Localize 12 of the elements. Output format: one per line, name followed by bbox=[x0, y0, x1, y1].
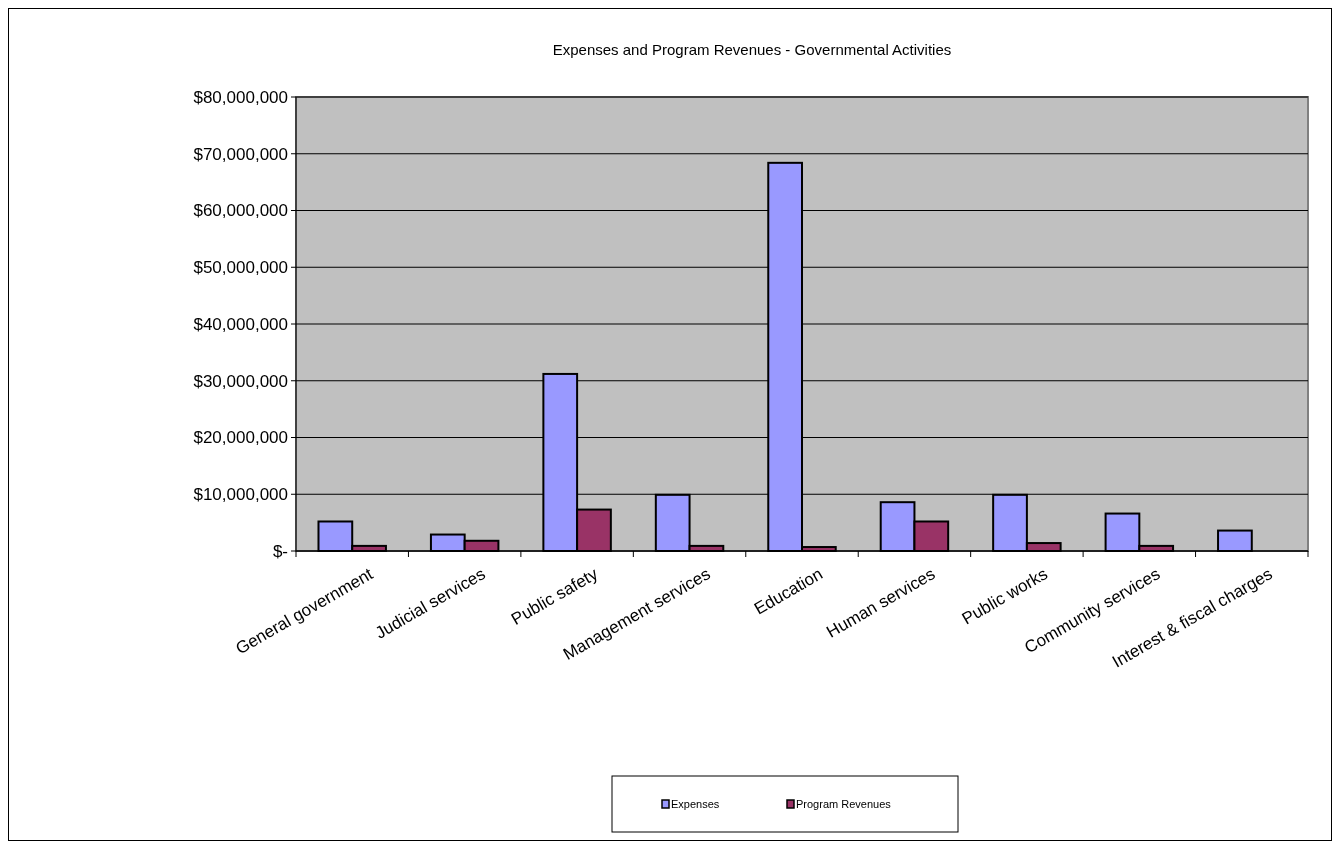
y-tick-label: $80,000,000 bbox=[193, 87, 288, 107]
y-tick-label: $- bbox=[272, 541, 288, 561]
y-tick-label: $50,000,000 bbox=[193, 258, 288, 278]
chart-title: Expenses and Program Revenues - Governmental Activities bbox=[552, 41, 952, 58]
legend-label: Expenses bbox=[671, 798, 720, 810]
legend-label: Program Revenues bbox=[796, 798, 892, 810]
y-tick-label: $20,000,000 bbox=[193, 428, 288, 448]
y-tick-label: $40,000,000 bbox=[193, 314, 288, 334]
y-tick-label: $70,000,000 bbox=[193, 144, 288, 164]
y-tick-label: $30,000,000 bbox=[193, 371, 288, 391]
y-tick-label: $10,000,000 bbox=[193, 485, 288, 505]
y-tick-label: $60,000,000 bbox=[193, 201, 288, 221]
